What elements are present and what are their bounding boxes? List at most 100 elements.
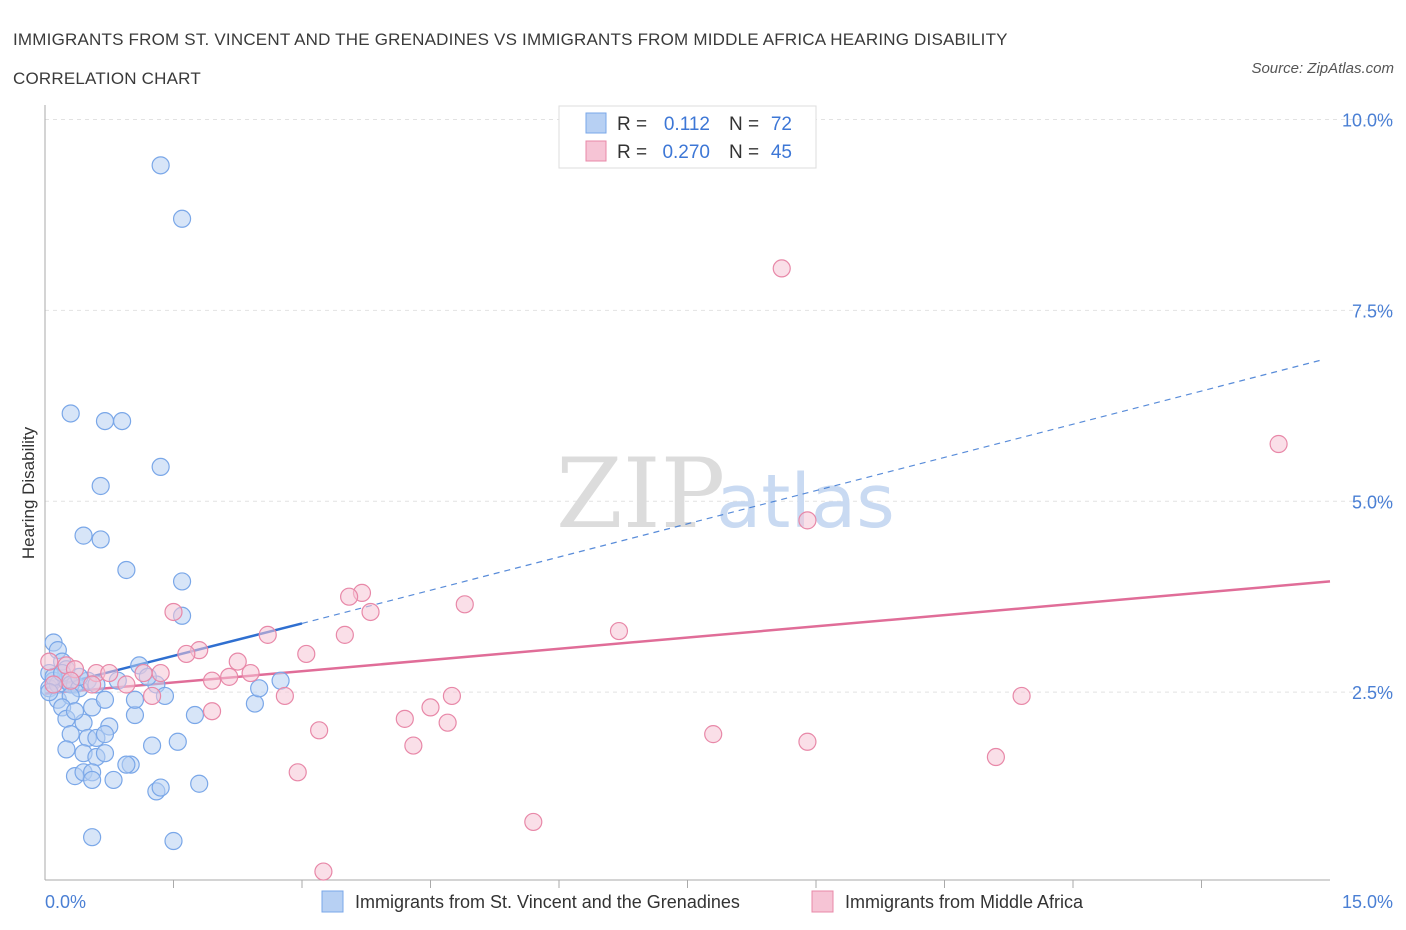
point-pink-0 — [772, 259, 791, 278]
point-blue-4 — [112, 412, 132, 431]
point-blue-69 — [95, 690, 115, 709]
point-blue-48 — [83, 770, 102, 790]
point-blue-9 — [117, 560, 136, 580]
point-pink-18 — [100, 663, 119, 683]
point-pink-40 — [986, 747, 1006, 767]
watermark: ZIP atlas — [556, 438, 895, 550]
point-pink-41 — [288, 763, 307, 782]
series-legend-label-pink: Immigrants from Middle Africa — [845, 892, 1084, 912]
stats-legend: R = 0.112 N = 72 R = 0.270 N = 45 — [558, 105, 817, 169]
point-pink-36 — [310, 721, 329, 740]
legend-r-value-pink: 0.270 — [662, 142, 710, 163]
point-pink-22 — [241, 663, 260, 683]
y-tick-label-3: 10.0% — [1342, 111, 1393, 131]
y-tick-label-0: 2.5% — [1352, 683, 1393, 703]
point-pink-27 — [134, 663, 153, 683]
point-pink-30 — [442, 686, 462, 706]
point-pink-23 — [44, 675, 63, 694]
point-blue-35 — [61, 725, 80, 744]
legend-n-value-pink: 45 — [771, 142, 792, 163]
legend-swatch-pink — [585, 140, 607, 162]
point-blue-10 — [172, 572, 192, 591]
point-pink-7 — [164, 602, 183, 622]
point-blue-61 — [185, 705, 205, 725]
point-blue-63 — [250, 679, 269, 698]
point-blue-38 — [95, 725, 115, 744]
point-blue-53 — [151, 778, 170, 797]
point-pink-31 — [421, 698, 440, 717]
series-legend-swatch-blue — [321, 890, 344, 913]
point-pink-38 — [704, 725, 723, 744]
data-points — [40, 156, 1288, 881]
watermark-zip: ZIP — [556, 438, 725, 550]
y-tick-labels: 2.5% 5.0% 7.5% 10.0% — [1342, 111, 1393, 704]
point-blue-51 — [117, 755, 136, 774]
watermark-atlas: atlas — [716, 459, 895, 545]
point-pink-6 — [455, 595, 474, 614]
y-tick-label-1: 5.0% — [1352, 492, 1393, 512]
point-blue-0 — [151, 156, 170, 175]
point-pink-42 — [524, 812, 543, 832]
point-blue-2 — [61, 404, 80, 423]
point-pink-37 — [404, 736, 423, 755]
y-axis-label: Hearing Disability — [19, 426, 38, 559]
chart-title: IMMIGRANTS FROM ST. VINCENT AND THE GREN… — [13, 30, 1008, 88]
point-pink-13 — [297, 644, 316, 664]
point-blue-42 — [95, 744, 115, 763]
point-pink-4 — [340, 587, 359, 606]
point-pink-8 — [609, 621, 629, 641]
legend-r-label-pink: R = — [617, 142, 647, 163]
legend-n-value-blue: 72 — [771, 114, 792, 135]
point-blue-39 — [57, 740, 76, 759]
legend-r-value-blue: 0.112 — [664, 114, 710, 135]
point-blue-43 — [142, 736, 162, 755]
point-blue-6 — [91, 476, 110, 496]
axes — [44, 105, 1330, 888]
point-pink-24 — [61, 671, 80, 690]
point-pink-2 — [798, 511, 817, 530]
series-legend: Immigrants from St. Vincent and the Gren… — [321, 890, 1084, 913]
point-blue-34 — [125, 705, 145, 725]
point-blue-64 — [271, 671, 290, 690]
point-pink-34 — [395, 709, 414, 728]
point-blue-54 — [190, 774, 209, 793]
point-blue-8 — [91, 530, 110, 549]
legend-swatch-blue — [585, 112, 607, 134]
point-pink-1 — [1269, 434, 1288, 454]
series-legend-label-blue: Immigrants from St. Vincent and the Gren… — [355, 892, 740, 912]
point-pink-44 — [40, 652, 59, 671]
point-pink-33 — [202, 702, 222, 721]
legend-n-label-blue: N = — [729, 114, 759, 135]
point-blue-71 — [65, 702, 85, 721]
point-pink-5 — [361, 602, 380, 622]
x-tick-labels: 0.0% 15.0% — [45, 892, 1393, 912]
point-blue-3 — [95, 412, 115, 431]
point-pink-26 — [117, 675, 136, 694]
point-blue-7 — [74, 526, 93, 545]
point-pink-10 — [258, 625, 277, 644]
point-blue-62 — [245, 694, 264, 713]
source-label: Source: ZipAtlas.com — [1251, 60, 1394, 77]
point-pink-28 — [142, 686, 162, 706]
point-pink-21 — [220, 667, 239, 686]
point-pink-9 — [335, 625, 354, 644]
point-blue-56 — [164, 831, 183, 851]
grid-lines — [45, 119, 1395, 693]
point-pink-43 — [314, 862, 333, 881]
y-tick-label-2: 7.5% — [1352, 301, 1393, 321]
point-blue-44 — [168, 732, 187, 751]
point-pink-20 — [202, 671, 222, 690]
point-pink-12 — [177, 644, 196, 664]
x-tick-label-1: 15.0% — [1342, 892, 1393, 912]
point-blue-58 — [125, 690, 145, 709]
point-pink-29 — [275, 686, 294, 706]
point-pink-39 — [798, 732, 817, 751]
point-blue-55 — [83, 828, 102, 847]
series-legend-swatch-pink — [811, 890, 834, 913]
legend-n-label-pink: N = — [729, 142, 759, 163]
x-tick-label-0: 0.0% — [45, 892, 86, 912]
point-blue-5 — [151, 457, 170, 477]
legend-r-label-blue: R = — [617, 114, 647, 135]
point-pink-32 — [1012, 686, 1031, 706]
